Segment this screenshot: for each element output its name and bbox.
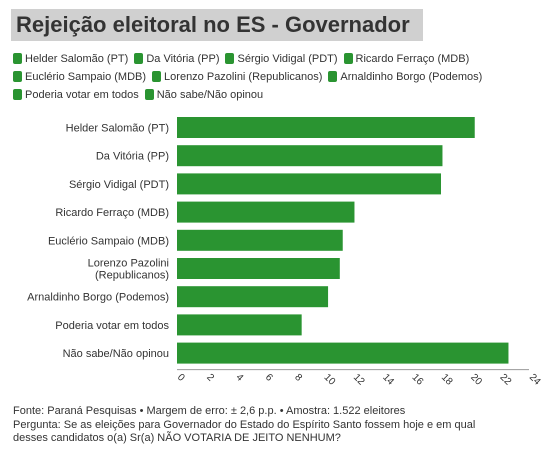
x-tick-label: 0 xyxy=(175,372,187,384)
bar-chart: Helder Salomão (PT) Da Vitória (PP) Sérgio… xyxy=(27,117,543,388)
legend-swatch xyxy=(134,53,144,64)
category-label: Helder Salomão (PT) xyxy=(66,123,169,135)
bar xyxy=(177,229,343,251)
category-label: Arnaldinho Borgo (Podemos) xyxy=(27,292,169,304)
legend-label: Lorenzo Pazolini (Republicanos) xyxy=(164,70,323,83)
category-label-line: Euclério Sampaio (MDB) xyxy=(48,235,169,247)
category-label-line: Poderia votar em todos xyxy=(55,320,169,332)
x-tick-label: 20 xyxy=(468,372,484,388)
bar xyxy=(177,117,475,138)
category-label: Lorenzo Pazolini (Republicanos) xyxy=(88,258,169,282)
legend-swatch xyxy=(152,71,162,82)
legend-swatch xyxy=(328,71,338,82)
legend-label: Ricardo Ferraço (MDB) xyxy=(355,52,470,65)
category-label: Euclério Sampaio (MDB) xyxy=(48,235,169,247)
legend-swatch xyxy=(13,89,22,100)
category-label: Ricardo Ferraço (MDB) xyxy=(55,207,169,219)
x-tick-label: 10 xyxy=(322,372,338,388)
legend-item: Helder Salomão (PT) xyxy=(13,52,128,66)
legend-label: Da Vitória (PP) xyxy=(146,52,220,65)
legend-label: Não sabe/Não opinou xyxy=(156,88,264,101)
category-label-line: Helder Salomão (PT) xyxy=(66,123,169,135)
legend-label: Poderia votar em todos xyxy=(25,88,139,101)
legend-swatch xyxy=(343,53,353,64)
category-label: Sérgio Vidigal (PDT) xyxy=(69,179,169,191)
category-label: Poderia votar em todos xyxy=(55,320,169,332)
question-note-line-1: Pergunta: Se as eleições para Governador… xyxy=(13,418,476,431)
bar xyxy=(177,173,441,195)
legend-item: Lorenzo Pazolini (Republicanos) xyxy=(152,70,322,84)
bar xyxy=(177,342,509,364)
legend-item: Da Vitória (PP) xyxy=(134,52,219,66)
legend-label: Helder Salomão (PT) xyxy=(25,52,129,65)
legend-item: Sérgio Vidigal (PDT) xyxy=(225,52,338,66)
x-tick-label: 2 xyxy=(204,372,216,384)
bar xyxy=(177,286,329,308)
legend-label: Sérgio Vidigal (PDT) xyxy=(237,52,338,65)
category-label-line: Não sabe/Não opinou xyxy=(63,348,169,360)
x-tick-label: 24 xyxy=(527,372,543,388)
legend-swatch xyxy=(13,53,22,64)
title-background: Rejeição eleitoral no ES - Governador xyxy=(11,9,423,41)
legend-item: Não sabe/Não opinou xyxy=(144,88,264,102)
x-tick-label: 6 xyxy=(263,372,275,384)
category-label-line: Arnaldinho Borgo (Podemos) xyxy=(27,292,169,304)
x-tick-label: 18 xyxy=(439,372,455,388)
source-note: Fonte: Paraná Pesquisas • Margem de erro… xyxy=(13,405,406,417)
category-label-line: Da Vitória (PP) xyxy=(96,151,169,163)
x-tick-label: 16 xyxy=(410,372,426,388)
legend-swatch xyxy=(13,71,22,82)
legend-swatch xyxy=(225,53,235,64)
x-tick-label: 12 xyxy=(351,372,367,388)
category-label-line: Sérgio Vidigal (PDT) xyxy=(69,179,169,191)
category-label-line: Ricardo Ferraço (MDB) xyxy=(55,207,169,219)
x-tick-label: 4 xyxy=(234,372,246,384)
bar xyxy=(177,258,340,279)
category-label-line: Lorenzo Pazolini xyxy=(88,258,169,270)
legend-item: Euclério Sampaio (MDB) xyxy=(13,70,146,84)
category-label-line: (Republicanos) xyxy=(95,270,169,282)
bar xyxy=(177,201,355,223)
question-note-line-2: desses candidatos o(a) Sr(a) NÃO VOTARIA… xyxy=(13,432,341,444)
legend-item: Arnaldinho Borgo (Podemos) xyxy=(328,70,482,84)
category-label: Da Vitória (PP) xyxy=(96,151,169,163)
footer: Fonte: Paraná Pesquisas • Margem de erro… xyxy=(13,405,538,446)
legend-item: Poderia votar em todos xyxy=(13,88,139,102)
bar xyxy=(177,145,443,167)
bar xyxy=(177,314,302,336)
x-tick-label: 14 xyxy=(380,372,396,388)
legend-label: Euclério Sampaio (MDB) xyxy=(25,70,147,83)
legend: Helder Salomão (PT) Da Vitória (PP) Sérgio… xyxy=(13,51,538,105)
legend-label: Arnaldinho Borgo (Podemos) xyxy=(340,70,483,83)
legend-swatch xyxy=(144,89,154,100)
category-label: Não sabe/Não opinou xyxy=(63,348,169,360)
legend-item: Ricardo Ferraço (MDB) xyxy=(343,52,470,66)
x-tick-label: 8 xyxy=(292,372,304,384)
x-tick-label: 22 xyxy=(498,372,514,388)
chart-title: Rejeição eleitoral no ES - Governador xyxy=(16,12,410,37)
